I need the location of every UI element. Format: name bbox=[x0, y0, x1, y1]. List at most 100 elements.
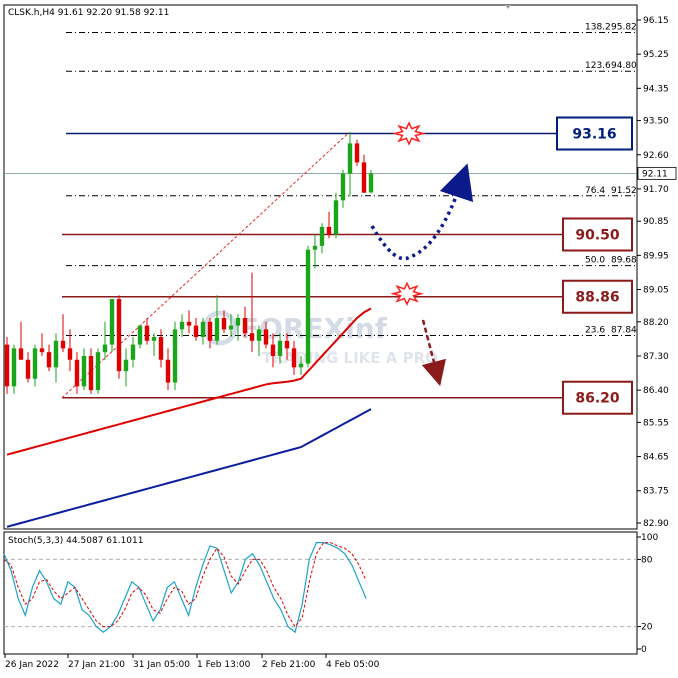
fib-level-label: 50.0 bbox=[585, 256, 605, 266]
candle-body bbox=[361, 162, 367, 193]
watermark-tagline: TRADING LIKE A PRO bbox=[262, 349, 438, 367]
level-box-label: 93.16 bbox=[572, 127, 616, 143]
price-tick-label: 96.15 bbox=[643, 16, 669, 26]
candle-body bbox=[368, 173, 374, 193]
candle-body bbox=[221, 318, 227, 330]
candle-body bbox=[88, 355, 94, 391]
candle-body bbox=[46, 352, 52, 368]
main-plot-frame bbox=[3, 4, 638, 530]
candle-body bbox=[32, 348, 38, 379]
candle-body bbox=[347, 143, 353, 174]
current-price-marker bbox=[637, 166, 677, 180]
level-box-label: 88.86 bbox=[575, 290, 619, 306]
moving-averages bbox=[6, 307, 372, 528]
fib-level-label: 76.4 bbox=[585, 186, 605, 196]
candle-body bbox=[214, 318, 220, 341]
candle-body bbox=[200, 321, 206, 337]
price-tick-label: 83.75 bbox=[643, 487, 669, 497]
price-tick-label: 95.25 bbox=[643, 50, 669, 60]
candle-body bbox=[333, 200, 339, 235]
price-tick-label: 91.70 bbox=[643, 185, 669, 195]
fib-level-price: 91.52 bbox=[611, 186, 637, 196]
time-tick-label: 1 Feb 13:00 bbox=[197, 660, 251, 670]
candle-body bbox=[242, 318, 248, 334]
candle-body bbox=[116, 299, 122, 372]
candle-body bbox=[319, 226, 325, 246]
price-axis: 96.15 95.25 94.35 93.50 92.60 91.70 90.85 89.95… bbox=[637, 16, 677, 529]
moving-average-line bbox=[6, 307, 372, 456]
burst-resistance-icon bbox=[392, 121, 426, 146]
annotations: 93.16 90.50 88.86 86.20 bbox=[370, 116, 633, 415]
candle-body bbox=[172, 329, 178, 383]
time-tick-label: 31 Jan 05:00 bbox=[133, 660, 190, 670]
candle-body bbox=[18, 348, 24, 360]
candle-body bbox=[60, 340, 66, 349]
candle-body bbox=[354, 143, 360, 163]
candle-body bbox=[291, 348, 297, 368]
fib-level-price: 94.80 bbox=[611, 61, 637, 71]
stoch-tick-label: 80 bbox=[641, 555, 653, 565]
price-tick-label: 92.60 bbox=[643, 151, 669, 161]
candle-body bbox=[179, 321, 185, 330]
candle-body bbox=[235, 318, 241, 326]
price-tick-label: 86.40 bbox=[643, 386, 669, 396]
price-tick-label: 84.65 bbox=[643, 453, 669, 463]
stoch-signal-line bbox=[3, 542, 367, 628]
time-tick-label: 2 Feb 21:00 bbox=[262, 660, 316, 670]
level-box bbox=[562, 380, 633, 415]
level-box bbox=[556, 116, 633, 151]
current-price-marker-label: 92.11 bbox=[642, 169, 668, 179]
candle-body bbox=[207, 321, 213, 341]
candle-body bbox=[193, 325, 199, 337]
candle-body bbox=[305, 249, 311, 364]
window-collapse-icon[interactable] bbox=[505, 5, 511, 9]
time-tick-label: 26 Jan 2022 bbox=[5, 660, 59, 670]
price-tick-label: 94.35 bbox=[643, 84, 669, 94]
stoch-main-line bbox=[3, 541, 367, 634]
candle-body bbox=[151, 336, 157, 341]
candle-body bbox=[284, 340, 290, 349]
candle-body bbox=[158, 336, 164, 360]
price-tick-label: 93.50 bbox=[643, 117, 669, 127]
candle-body bbox=[11, 348, 17, 387]
price-tick-label: 82.90 bbox=[643, 519, 669, 529]
candle-body bbox=[270, 344, 276, 356]
stoch-tick-label: 0 bbox=[641, 645, 647, 655]
candle-body bbox=[123, 359, 129, 372]
candle-body bbox=[95, 352, 101, 391]
candle-body bbox=[74, 359, 80, 387]
candle-body bbox=[186, 321, 192, 326]
fib-level-price: 95.82 bbox=[611, 23, 637, 33]
price-tick-label: 89.05 bbox=[643, 286, 669, 296]
candle-body bbox=[165, 359, 171, 383]
candle-body bbox=[144, 325, 150, 341]
time-tick-label: 27 Jan 21:00 bbox=[68, 660, 125, 670]
time-tick-label: 4 Feb 05:00 bbox=[326, 660, 380, 670]
time-axis: 26 Jan 2022 27 Jan 21:00 31 Jan 05:00 1 Feb… bbox=[4, 654, 380, 670]
level-box-label: 90.50 bbox=[575, 227, 620, 243]
fib-level-label: 123.6 bbox=[585, 61, 611, 71]
candle-body bbox=[53, 340, 59, 368]
watermark-brand: FOREXinf bbox=[240, 312, 388, 345]
candle-body bbox=[326, 226, 332, 235]
candle-body bbox=[4, 344, 10, 387]
stoch-plot-frame bbox=[3, 531, 638, 655]
candle-body bbox=[277, 340, 283, 356]
candle-body bbox=[137, 325, 143, 345]
candle-body bbox=[102, 344, 108, 353]
candle-body bbox=[340, 173, 346, 201]
price-tick-label: 89.95 bbox=[643, 251, 669, 261]
candles bbox=[4, 131, 374, 394]
burst-support-icon bbox=[390, 281, 424, 306]
fib-level-price: 87.84 bbox=[611, 325, 637, 335]
price-tick-label: 87.30 bbox=[643, 352, 669, 362]
candle-body bbox=[130, 344, 136, 360]
price-tick-label: 90.85 bbox=[643, 217, 669, 227]
candle-body bbox=[81, 355, 87, 387]
level-box bbox=[562, 279, 633, 314]
moving-average-line bbox=[6, 408, 372, 528]
candle-body bbox=[263, 329, 269, 345]
candle-body bbox=[312, 245, 318, 250]
stoch-label: Stoch(5,3,3) 44.5087 61.1011 bbox=[8, 536, 143, 546]
